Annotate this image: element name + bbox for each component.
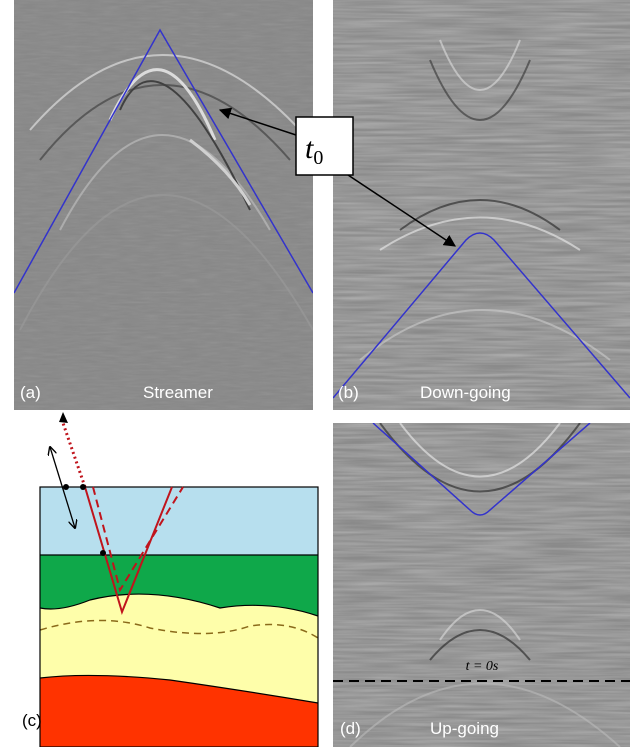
panel-caption: Down-going — [420, 383, 511, 402]
panel-b: (b) Down-going — [333, 0, 630, 410]
panel-label: (c) — [22, 711, 42, 730]
figure: (a) Streamer (b) Down-going — [0, 0, 640, 747]
panel-label: (d) — [340, 719, 361, 738]
page: (a) Streamer (b) Down-going — [0, 0, 640, 747]
panel-caption: Streamer — [143, 383, 213, 402]
panel-c: (c) — [22, 412, 318, 747]
panel-d: t = 0s (d) Up-going — [333, 423, 630, 747]
panel-a: (a) Streamer — [14, 0, 313, 410]
panel-label: (a) — [20, 383, 41, 402]
panel-label: (b) — [338, 383, 359, 402]
time-label: t = 0s — [466, 659, 499, 674]
panel-caption: Up-going — [430, 719, 499, 738]
t0-subscript: 0 — [313, 147, 323, 169]
